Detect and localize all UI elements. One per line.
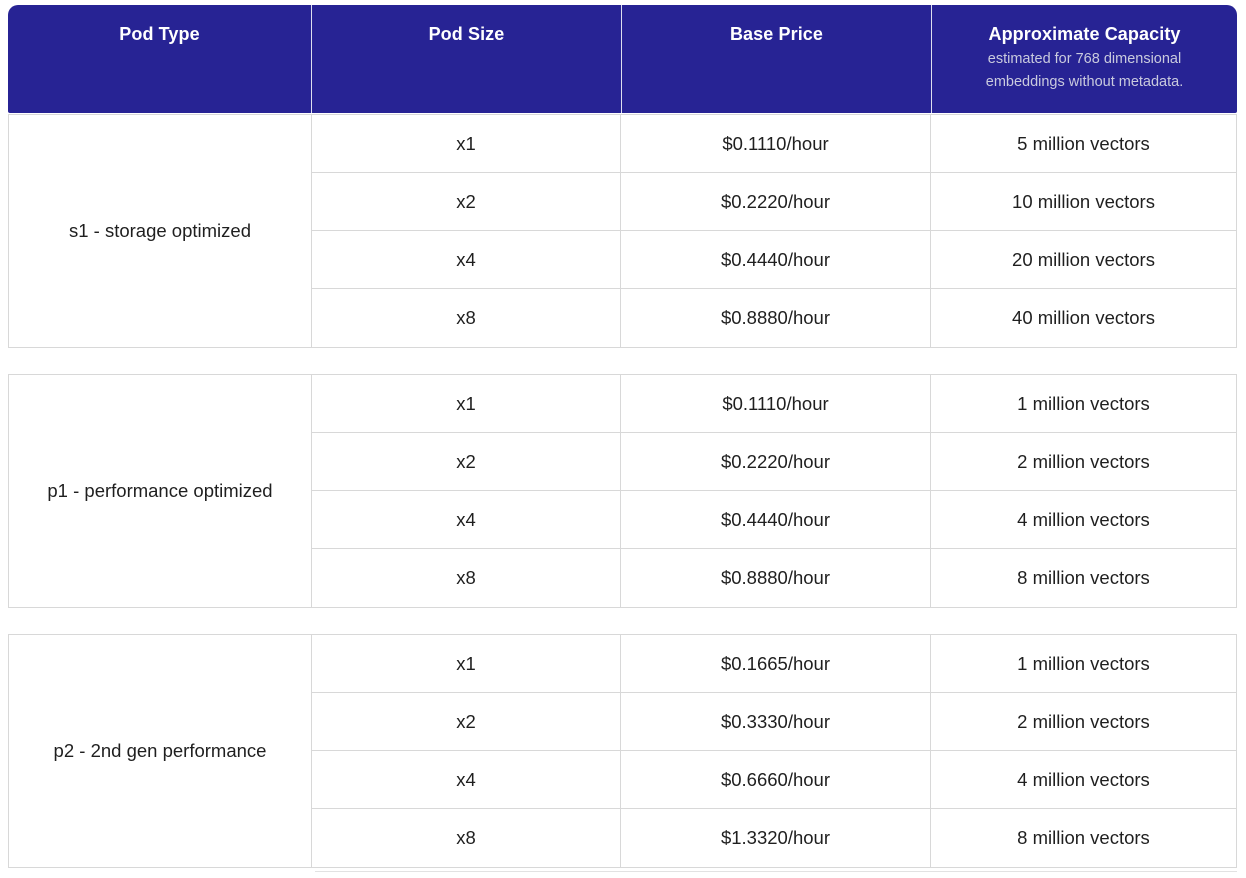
pricing-row: x4 $0.4440/hour 4 million vectors	[312, 491, 1236, 549]
column-title: Pod Type	[119, 24, 200, 44]
pricing-row: x4 $0.4440/hour 20 million vectors	[312, 231, 1236, 289]
capacity-cell: 4 million vectors	[1017, 508, 1150, 530]
base-price-cell: $0.6660/hour	[621, 751, 931, 808]
base-price-cell: $0.8880/hour	[621, 289, 931, 347]
table-header-row: Pod Type Pod Size Base Price Approximate…	[8, 5, 1237, 113]
pod-size-cell: x2	[312, 173, 621, 230]
pod-type-cell: p2 - 2nd gen performance	[9, 635, 312, 867]
capacity-cell: 20 million vectors	[1012, 248, 1155, 270]
pod-size-cell: x8	[312, 289, 621, 347]
section-rows: x1 $0.1665/hour 1 million vectors x2 $0.…	[312, 635, 1236, 867]
pod-size-cell: x4	[312, 751, 621, 808]
pricing-row: x8 $0.8880/hour 40 million vectors	[312, 289, 1236, 347]
pod-type-section: s1 - storage optimized x1 $0.1110/hour 5…	[8, 114, 1237, 348]
header-cell-pod-type: Pod Type	[8, 5, 312, 113]
base-price-cell: $0.1110/hour	[621, 115, 931, 172]
pricing-row: x1 $0.1110/hour 1 million vectors	[312, 375, 1236, 433]
pod-size-cell: x1	[312, 375, 621, 432]
next-section-cutoff-edge	[315, 871, 1237, 873]
pricing-row: x2 $0.2220/hour 10 million vectors	[312, 173, 1236, 231]
pod-size-cell: x2	[312, 693, 621, 750]
pod-type-section: p2 - 2nd gen performance x1 $0.1665/hour…	[8, 634, 1237, 868]
pricing-row: x2 $0.2220/hour 2 million vectors	[312, 433, 1236, 491]
base-price-cell: $0.2220/hour	[621, 173, 931, 230]
base-price-cell: $0.1110/hour	[621, 375, 931, 432]
pod-type-cell: s1 - storage optimized	[9, 115, 312, 347]
header-cell-approximate-capacity: Approximate Capacity estimated for 768 d…	[932, 5, 1237, 113]
pod-size-cell: x1	[312, 635, 621, 692]
base-price-cell: $0.4440/hour	[621, 231, 931, 288]
base-price-cell: $0.1665/hour	[621, 635, 931, 692]
base-price-cell: $0.3330/hour	[621, 693, 931, 750]
header-cell-pod-size: Pod Size	[312, 5, 622, 113]
pod-type-label: s1 - storage optimized	[68, 220, 251, 241]
column-title: Pod Size	[428, 24, 505, 44]
pod-size-cell: x8	[312, 549, 621, 607]
pricing-row: x1 $0.1110/hour 5 million vectors	[312, 115, 1236, 173]
pod-type-cell: p1 - performance optimized	[9, 375, 312, 607]
pod-size-cell: x8	[312, 809, 621, 867]
capacity-cell: 40 million vectors	[1012, 307, 1155, 328]
pod-pricing-table: Pod Type Pod Size Base Price Approximate…	[8, 5, 1237, 873]
pod-type-label: p1 - performance optimized	[47, 480, 273, 501]
base-price-cell: $0.8880/hour	[621, 549, 931, 607]
pod-size-cell: x1	[312, 115, 621, 172]
base-price-cell: $0.4440/hour	[621, 491, 931, 548]
capacity-cell: 4 million vectors	[1017, 768, 1150, 790]
pricing-sections: s1 - storage optimized x1 $0.1110/hour 5…	[8, 114, 1237, 868]
capacity-cell: 8 million vectors	[1017, 567, 1150, 588]
capacity-cell: 5 million vectors	[1017, 132, 1150, 154]
capacity-cell: 1 million vectors	[1017, 652, 1150, 674]
capacity-subtitle: estimated for 768 dimensional embeddings…	[985, 51, 1184, 91]
pricing-row: x8 $1.3320/hour 8 million vectors	[312, 809, 1236, 867]
capacity-cell: 8 million vectors	[1017, 827, 1150, 848]
capacity-cell: 1 million vectors	[1017, 392, 1150, 414]
capacity-cell: 2 million vectors	[1017, 710, 1150, 732]
pricing-row: x8 $0.8880/hour 8 million vectors	[312, 549, 1236, 607]
base-price-cell: $1.3320/hour	[621, 809, 931, 867]
section-rows: x1 $0.1110/hour 1 million vectors x2 $0.…	[312, 375, 1236, 607]
section-rows: x1 $0.1110/hour 5 million vectors x2 $0.…	[312, 115, 1236, 347]
capacity-cell: 2 million vectors	[1017, 450, 1150, 472]
pod-type-section: p1 - performance optimized x1 $0.1110/ho…	[8, 374, 1237, 608]
pod-type-label: p2 - 2nd gen performance	[53, 740, 267, 761]
pricing-row: x2 $0.3330/hour 2 million vectors	[312, 693, 1236, 751]
pricing-row: x1 $0.1665/hour 1 million vectors	[312, 635, 1236, 693]
capacity-cell: 10 million vectors	[1012, 190, 1155, 212]
column-title: Approximate Capacity	[988, 24, 1181, 44]
pod-size-cell: x2	[312, 433, 621, 490]
pod-size-cell: x4	[312, 231, 621, 288]
pricing-row: x4 $0.6660/hour 4 million vectors	[312, 751, 1236, 809]
column-title: Base Price	[729, 24, 824, 44]
pod-size-cell: x4	[312, 491, 621, 548]
header-cell-base-price: Base Price	[622, 5, 932, 113]
base-price-cell: $0.2220/hour	[621, 433, 931, 490]
